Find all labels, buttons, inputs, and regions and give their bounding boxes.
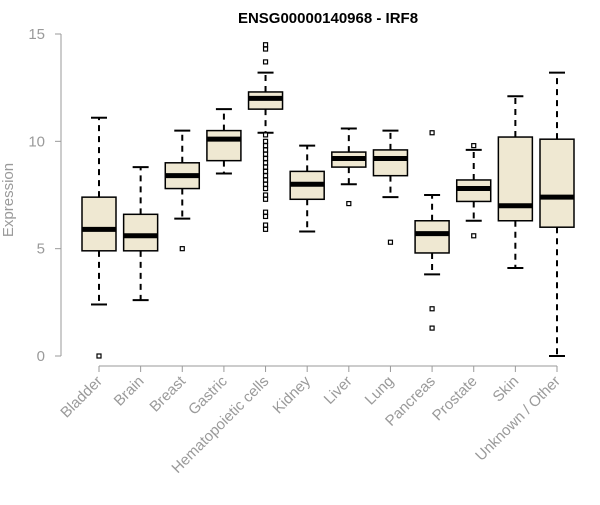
outlier-point bbox=[346, 200, 352, 207]
outlier-point bbox=[387, 239, 394, 245]
boxplot-skin bbox=[497, 95, 534, 269]
boxplot-lung bbox=[372, 129, 409, 245]
box bbox=[414, 220, 450, 254]
x-tick-label: Breast bbox=[146, 372, 189, 415]
boxplot-breast bbox=[164, 129, 201, 252]
x-tick-label: Prostate bbox=[429, 373, 481, 425]
outlier-point bbox=[262, 59, 269, 65]
axes bbox=[55, 33, 558, 372]
box bbox=[122, 213, 159, 252]
outlier-point bbox=[429, 306, 435, 312]
outlier-point bbox=[262, 155, 269, 162]
outlier-point bbox=[262, 143, 269, 149]
outlier-point bbox=[179, 246, 185, 252]
x-tick-label: Brain bbox=[111, 373, 148, 410]
outlier-point bbox=[262, 213, 269, 220]
boxplot-hematopoietic-cells bbox=[247, 42, 284, 232]
y-tick-label: 0 bbox=[37, 348, 45, 365]
chart-title: ENSG00000140968 - IRF8 bbox=[238, 10, 418, 27]
outlier-point bbox=[471, 143, 477, 149]
outlier-point bbox=[262, 160, 269, 166]
outlier-point bbox=[96, 353, 102, 359]
outlier-point bbox=[262, 222, 269, 228]
boxplot-unknown-other bbox=[539, 71, 575, 357]
box bbox=[539, 138, 575, 228]
y-tick-label: 15 bbox=[28, 26, 45, 43]
outlier-point bbox=[262, 46, 269, 52]
box bbox=[206, 129, 242, 162]
boxplots bbox=[81, 42, 575, 359]
outlier-point bbox=[262, 151, 269, 157]
x-tick-label: Lung bbox=[362, 373, 398, 409]
x-tick-label: Liver bbox=[321, 373, 356, 408]
x-tick-label: Skin bbox=[490, 373, 523, 406]
boxplot-liver bbox=[331, 127, 367, 207]
boxplot-kidney bbox=[289, 144, 325, 233]
outlier-point bbox=[262, 209, 269, 215]
outlier-point bbox=[262, 185, 269, 192]
outlier-point bbox=[262, 177, 269, 183]
boxplot-brain bbox=[122, 166, 159, 302]
box bbox=[81, 196, 117, 252]
outlier-point bbox=[262, 226, 269, 232]
outlier-point bbox=[471, 233, 477, 239]
outlier-point bbox=[262, 196, 269, 202]
boxplot-prostate bbox=[455, 143, 492, 239]
outlier-point bbox=[429, 325, 435, 331]
outlier-point bbox=[262, 147, 269, 153]
x-tick-label: Bladder bbox=[57, 373, 106, 422]
boxplot-pancreas bbox=[414, 130, 450, 331]
box bbox=[372, 149, 409, 177]
outlier-point bbox=[262, 173, 269, 179]
boxplot-gastric bbox=[206, 108, 242, 175]
boxplot-bladder bbox=[81, 116, 117, 359]
outlier-point bbox=[262, 168, 269, 174]
outlier-point bbox=[262, 42, 269, 48]
outlier-point bbox=[262, 138, 269, 144]
y-tick-label: 5 bbox=[37, 241, 45, 258]
y-axis-label: Expression bbox=[0, 163, 17, 237]
y-tick-label: 10 bbox=[28, 133, 45, 150]
outlier-point bbox=[262, 132, 269, 138]
outlier-point bbox=[262, 181, 269, 187]
outlier-point bbox=[262, 192, 269, 198]
outlier-point bbox=[262, 164, 269, 170]
x-tick-label: Kidney bbox=[270, 372, 315, 417]
outlier-point bbox=[429, 130, 435, 136]
